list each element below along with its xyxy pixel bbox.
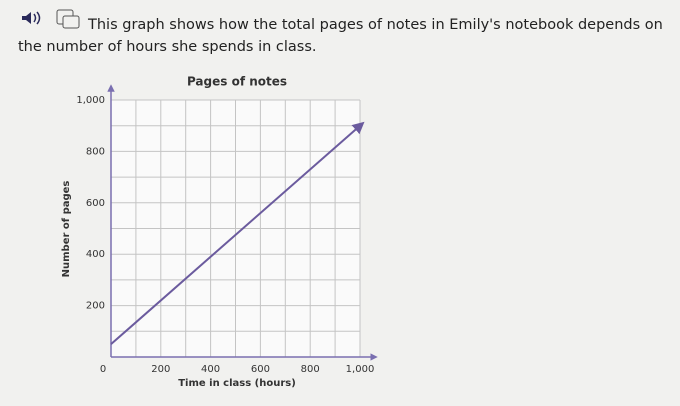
y-tick-label: 600	[86, 198, 105, 209]
chart-title: Pages of notes	[187, 75, 287, 89]
x-tick-label: 0	[100, 364, 106, 375]
x-tick-label: 800	[301, 364, 320, 375]
y-axis-label: Number of pages	[61, 181, 72, 278]
y-tick-label: 400	[86, 249, 105, 260]
question-text: This graph shows how the total pages of …	[18, 17, 663, 55]
x-tick-label: 1,000	[346, 364, 375, 375]
y-tick-label: 200	[86, 301, 105, 312]
translate-icon[interactable]	[56, 9, 80, 29]
speaker-icon[interactable]	[22, 11, 41, 25]
data-line	[110, 121, 365, 345]
x-tick-label: 400	[201, 364, 220, 375]
x-tick-label: 600	[251, 364, 270, 375]
y-tick-label: 1,000	[76, 95, 105, 106]
y-tick-label: 800	[86, 146, 105, 157]
x-tick-label: 200	[151, 364, 170, 375]
x-axis-label: Time in class (hours)	[178, 378, 296, 389]
